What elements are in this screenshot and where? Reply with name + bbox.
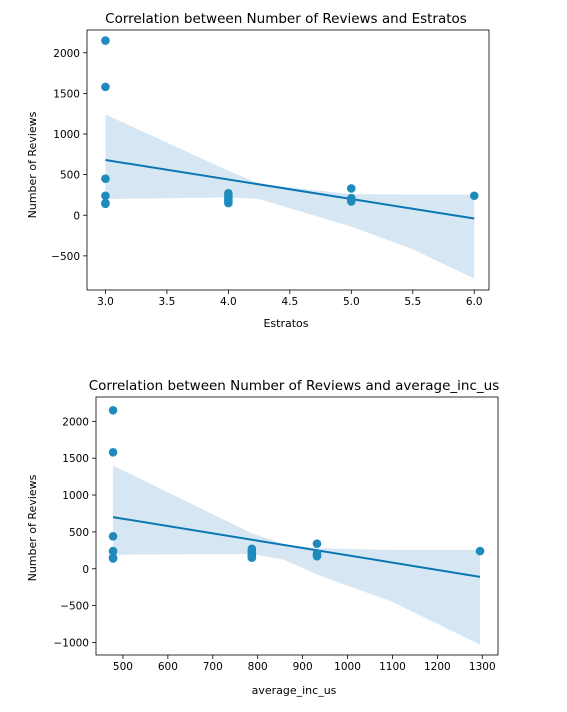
x-axis-label: average_inc_us [252, 684, 337, 697]
data-point [347, 197, 356, 206]
data-point [101, 174, 110, 183]
y-tick-label: 1000 [53, 129, 80, 141]
x-tick-label: 1000 [334, 661, 361, 673]
y-tick-label: 2000 [53, 48, 80, 60]
data-point [313, 539, 322, 548]
x-tick-label: 6.0 [466, 296, 483, 308]
x-tick-label: 5.5 [404, 296, 421, 308]
data-point [109, 406, 118, 415]
data-point [476, 547, 485, 556]
x-tick-label: 1300 [469, 661, 496, 673]
x-tick-label: 1200 [424, 661, 451, 673]
chart-estratos: Correlation between Number of Reviews an… [26, 11, 489, 330]
x-tick-label: 500 [113, 661, 133, 673]
data-point [101, 36, 110, 45]
x-tick-label: 700 [203, 661, 223, 673]
data-point [224, 199, 233, 208]
y-tick-label: 2000 [62, 416, 89, 428]
data-point [313, 552, 322, 561]
y-tick-label: 500 [69, 527, 89, 539]
y-axis-label: Number of Reviews [26, 111, 39, 218]
data-point [347, 184, 356, 193]
data-point [101, 83, 110, 92]
data-point [470, 191, 479, 200]
x-tick-label: 800 [248, 661, 268, 673]
x-tick-label: 600 [158, 661, 178, 673]
x-tick-label: 3.0 [97, 296, 114, 308]
x-tick-label: 3.5 [159, 296, 176, 308]
y-tick-label: 1000 [62, 490, 89, 502]
y-tick-label: −500 [51, 251, 80, 263]
data-point [101, 191, 110, 200]
x-tick-label: 4.0 [220, 296, 237, 308]
x-tick-label: 4.5 [281, 296, 298, 308]
confidence-band [113, 466, 480, 645]
x-tick-label: 1100 [379, 661, 406, 673]
chart-title: Correlation between Number of Reviews an… [105, 11, 467, 27]
y-tick-label: 0 [82, 564, 89, 576]
data-point [109, 448, 118, 457]
x-tick-label: 5.0 [343, 296, 360, 308]
y-tick-label: 0 [73, 210, 80, 222]
y-axis-label: Number of Reviews [26, 474, 39, 581]
y-tick-label: 500 [60, 170, 80, 182]
y-tick-label: −500 [60, 601, 89, 613]
data-point [101, 200, 110, 209]
chart-average-inc-us: Correlation between Number of Reviews an… [26, 378, 499, 697]
y-tick-label: −1000 [53, 637, 89, 649]
data-point [109, 554, 118, 563]
y-tick-label: 1500 [62, 453, 89, 465]
x-axis-label: Estratos [263, 317, 308, 330]
chart-title: Correlation between Number of Reviews an… [89, 378, 500, 394]
y-tick-label: 1500 [53, 88, 80, 100]
x-tick-label: 900 [293, 661, 313, 673]
data-point [248, 553, 257, 562]
confidence-band [105, 115, 474, 279]
data-point [109, 532, 118, 541]
